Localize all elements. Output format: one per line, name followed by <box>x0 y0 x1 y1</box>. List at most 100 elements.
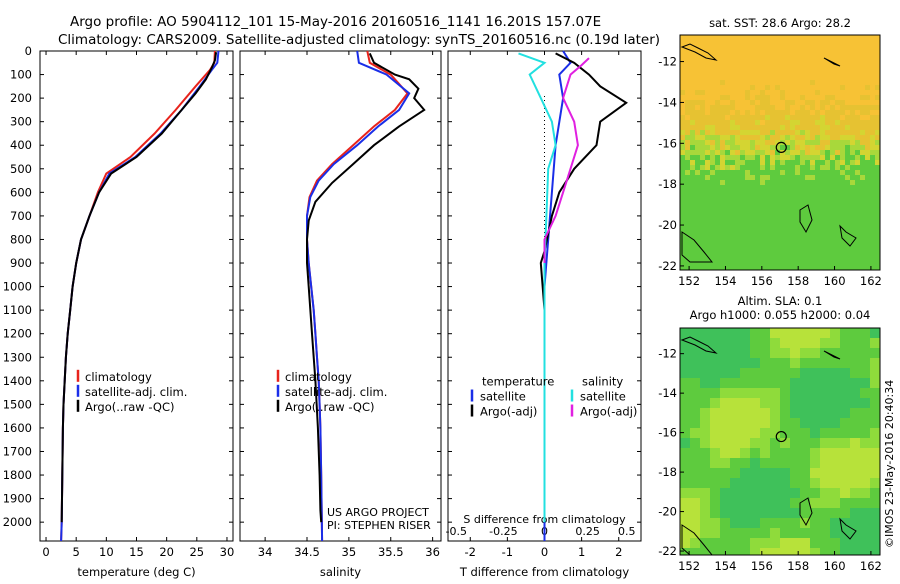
map-cell <box>725 240 730 245</box>
map-cell <box>765 190 770 195</box>
map-cell <box>810 140 815 145</box>
map-cell <box>780 240 785 245</box>
map-cell <box>870 110 875 115</box>
map-cell <box>870 220 875 225</box>
map-cell <box>795 155 800 160</box>
map-cell <box>725 70 730 75</box>
map-cell <box>715 200 720 205</box>
map-cell <box>870 418 880 428</box>
map-cell <box>860 60 865 65</box>
map-cell <box>850 245 855 250</box>
temperature-panel: 0100200300400500600700800900100011001200… <box>3 44 235 579</box>
map-cell <box>725 205 730 210</box>
map-cell <box>680 260 685 265</box>
map-cell <box>775 220 780 225</box>
coastline <box>799 497 813 527</box>
map-cell <box>870 140 875 145</box>
map-cell <box>715 145 720 150</box>
map-cell <box>710 160 715 165</box>
map-cell <box>850 378 860 388</box>
map-cell <box>855 190 860 195</box>
x-tick-label: 154 <box>714 274 736 288</box>
map-cell <box>740 328 750 338</box>
map-cell <box>790 328 800 338</box>
x-tick-label: 158 <box>787 274 809 288</box>
map-cell <box>840 80 845 85</box>
map-cell <box>695 110 700 115</box>
map-cell <box>855 140 860 145</box>
map-cell <box>815 75 820 80</box>
map-cell <box>735 170 740 175</box>
map-cell <box>755 180 760 185</box>
map-cell <box>800 210 805 215</box>
map-cell <box>810 478 820 488</box>
map-cell <box>740 368 750 378</box>
map-cell <box>815 215 820 220</box>
map-cell <box>725 220 730 225</box>
map-cell <box>835 205 840 210</box>
map-cell <box>830 160 835 165</box>
map-cell <box>840 348 850 358</box>
x2-tick-label: -0.5 <box>446 525 467 538</box>
map-cell <box>810 130 815 135</box>
map-cell <box>755 205 760 210</box>
map-cell <box>805 170 810 175</box>
map-cell <box>770 348 780 358</box>
map-cell <box>740 190 745 195</box>
map-cell <box>735 165 740 170</box>
map-cell <box>690 40 695 45</box>
map-cell <box>805 50 810 55</box>
map-cell <box>720 170 725 175</box>
map-cell <box>835 200 840 205</box>
map-cell <box>800 165 805 170</box>
map-cell <box>685 175 690 180</box>
map-cell <box>840 538 850 548</box>
map-cell <box>755 145 760 150</box>
map-cell <box>820 155 825 160</box>
map-cell <box>875 145 880 150</box>
temperature-frame <box>39 50 234 542</box>
y-tick-label: -20 <box>658 218 677 232</box>
map-cell <box>740 378 750 388</box>
map-cell <box>795 250 800 255</box>
map-cell <box>845 115 850 120</box>
map-cell <box>765 210 770 215</box>
map-cell <box>810 358 820 368</box>
map-cell <box>820 170 825 175</box>
map-cell <box>800 215 805 220</box>
map-cell <box>695 245 700 250</box>
map-cell <box>795 260 800 265</box>
map-cell <box>700 140 705 145</box>
map-cell <box>710 518 720 528</box>
map-cell <box>715 180 720 185</box>
map-cell <box>805 255 810 260</box>
map-cell <box>845 255 850 260</box>
map-cell <box>865 35 870 40</box>
map-cell <box>785 65 790 70</box>
map-cell <box>825 110 830 115</box>
map-cell <box>840 45 845 50</box>
map-cell <box>735 75 740 80</box>
map-cell <box>760 105 765 110</box>
map-cell <box>705 250 710 255</box>
map-cell <box>685 210 690 215</box>
map-cell <box>865 230 870 235</box>
map-cell <box>855 80 860 85</box>
map-cell <box>750 230 755 235</box>
map-cell <box>715 235 720 240</box>
map-cell <box>845 205 850 210</box>
map-cell <box>820 418 830 428</box>
map-cell <box>695 95 700 100</box>
x-tick-label: 2 <box>615 545 622 559</box>
map-cell <box>840 150 845 155</box>
map-cell <box>820 140 825 145</box>
map-cell <box>780 215 785 220</box>
map-cell <box>860 50 865 55</box>
map-cell <box>690 190 695 195</box>
map-cell <box>680 220 685 225</box>
map-cell <box>730 478 740 488</box>
map-cell <box>785 55 790 60</box>
map-cell <box>700 185 705 190</box>
map-cell <box>825 45 830 50</box>
map-cell <box>810 50 815 55</box>
